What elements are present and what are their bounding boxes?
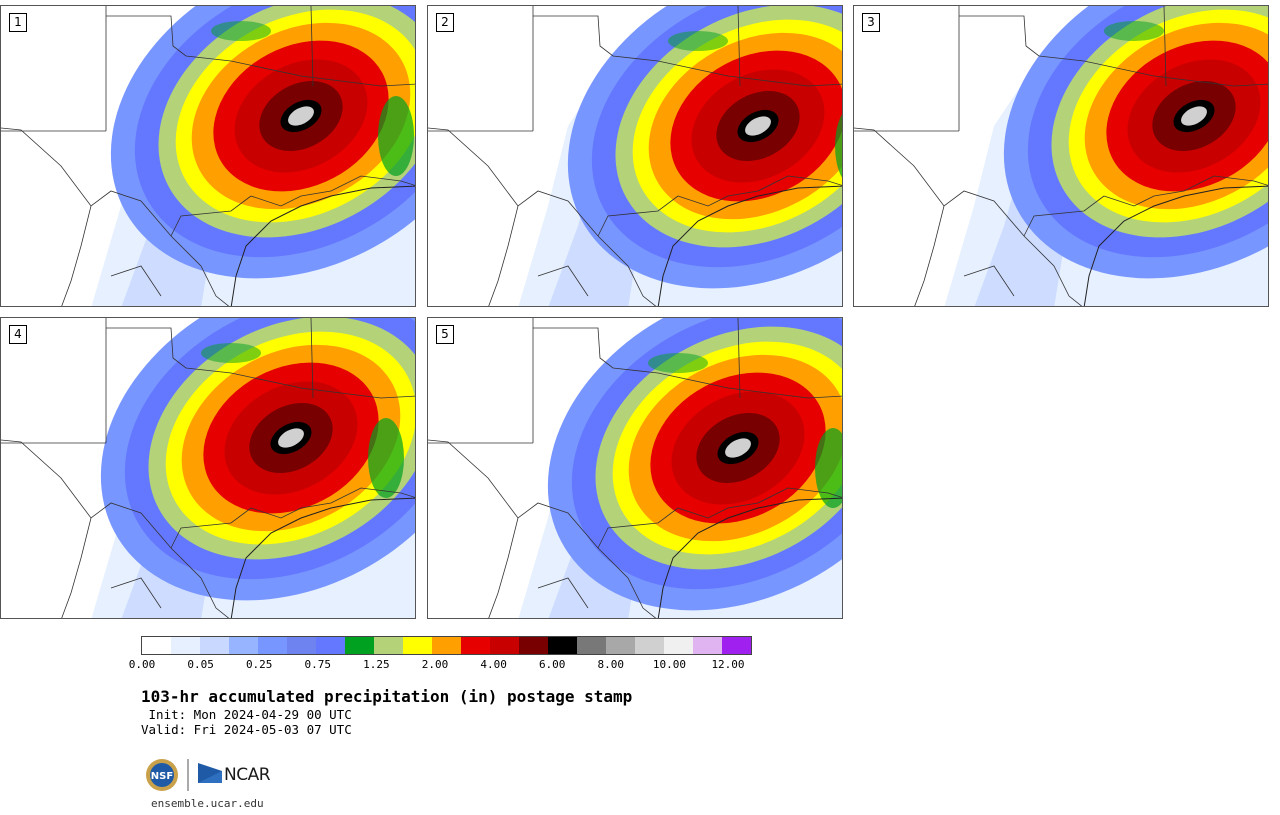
colorbar-swatch-10 — [432, 637, 461, 654]
colorbar-tick-label: 0.25 — [245, 658, 273, 671]
colorbar-tick-label: 8.00 — [597, 658, 625, 671]
colorbar-swatch-1 — [171, 637, 200, 654]
colorbar-ticks: 0.00 0.05 0.25 0.75 1.25 2.00 4.00 6.00 8.00 10.0… — [0, 658, 900, 672]
ncar-logo-icon — [198, 763, 222, 783]
colorbar-tick-label: 6.00 — [538, 658, 566, 671]
colorbar-swatch-2 — [200, 637, 229, 654]
ensemble-member-panel-1[interactable]: 1 — [0, 5, 416, 307]
colorbar-tick-label: 2.00 — [421, 658, 449, 671]
colorbar-swatch-5 — [287, 637, 316, 654]
colorbar-swatch-6 — [316, 637, 345, 654]
colorbar-swatch-11 — [461, 637, 490, 654]
member-number-label: 3 — [862, 13, 880, 32]
member-number-label: 1 — [9, 13, 27, 32]
colorbar-swatch-0 — [142, 637, 171, 654]
colorbar-swatch-15 — [577, 637, 606, 654]
colorbar-swatch-17 — [635, 637, 664, 654]
colorbar-tick-label: 12.00 — [711, 658, 745, 671]
colorbar-tick-label: 0.75 — [304, 658, 332, 671]
init-time: Init: Mon 2024-04-29 00 UTC — [141, 707, 352, 722]
precip-colorbar — [141, 636, 752, 655]
plot-title: 103-hr accumulated precipitation (in) po… — [141, 687, 633, 706]
member-number-label: 4 — [9, 325, 27, 344]
colorbar-tick-label: 1.25 — [363, 658, 390, 671]
member-number-label: 2 — [436, 13, 454, 32]
colorbar-swatch-19 — [693, 637, 722, 654]
logos: NSF — [145, 757, 275, 793]
colorbar-swatch-16 — [606, 637, 635, 654]
colorbar-swatch-9 — [403, 637, 432, 654]
ncar-wordmark: NCAR — [224, 765, 271, 785]
colorbar-tick-label: 4.00 — [480, 658, 507, 671]
colorbar-swatch-18 — [664, 637, 693, 654]
colorbar-tick-label: 0.05 — [187, 658, 214, 671]
svg-text:NSF: NSF — [151, 771, 173, 782]
site-url[interactable]: ensemble.ucar.edu — [151, 797, 264, 810]
colorbar-swatch-13 — [519, 637, 548, 654]
ensemble-member-panel-3[interactable]: 3 — [853, 5, 1269, 307]
ensemble-member-panel-2[interactable]: 2 — [427, 5, 843, 307]
ensemble-member-panel-4[interactable]: 4 — [0, 317, 416, 619]
colorbar-swatch-14 — [548, 637, 577, 654]
ensemble-member-panel-5[interactable]: 5 — [427, 317, 843, 619]
nsf-logo-icon: NSF — [146, 759, 178, 791]
valid-time: Valid: Fri 2024-05-03 07 UTC — [141, 722, 352, 737]
colorbar-swatch-3 — [229, 637, 258, 654]
colorbar-swatch-7 — [345, 637, 374, 654]
colorbar-tick-label: 10.00 — [652, 658, 686, 671]
colorbar-swatch-4 — [258, 637, 287, 654]
colorbar-swatch-12 — [490, 637, 519, 654]
colorbar-swatch-8 — [374, 637, 403, 654]
member-number-label: 5 — [436, 325, 454, 344]
colorbar-swatch-20 — [722, 637, 751, 654]
colorbar-tick-label: 0.00 — [128, 658, 156, 671]
